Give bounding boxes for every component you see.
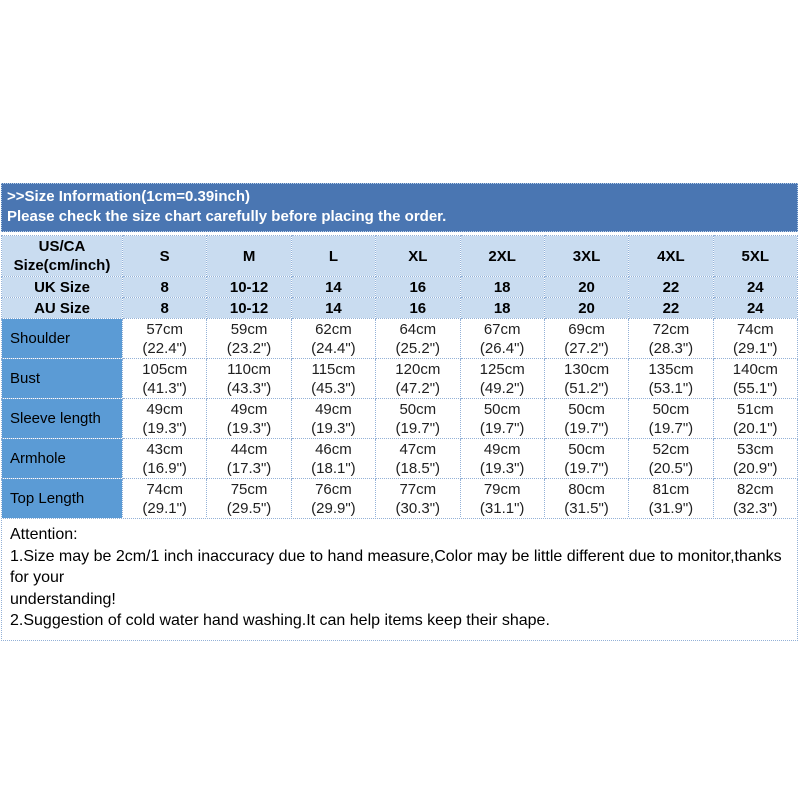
- size-header-s: S: [121, 235, 208, 277]
- attention-line-3: 2.Suggestion of cold water hand washing.…: [10, 612, 550, 629]
- uk-size-value: 10-12: [206, 276, 292, 298]
- au-size-label: AU Size: [1, 297, 123, 319]
- bust-value: 110cm (43.3"): [206, 358, 292, 399]
- uk-size-label: UK Size: [1, 276, 123, 298]
- shoulder-value: 57cm (22.4"): [121, 318, 208, 359]
- uk-size-value: 18: [459, 276, 545, 298]
- armhole-label: Armhole: [1, 438, 123, 479]
- shoulder-value: 59cm (23.2"): [206, 318, 292, 359]
- top-length-value: 82cm (32.3"): [712, 478, 799, 519]
- top-length-value: 77cm (30.3"): [375, 478, 461, 519]
- armhole-value: 50cm (19.7"): [543, 438, 630, 479]
- size-header-xl: XL: [375, 235, 461, 277]
- top-length-value: 80cm (31.5"): [543, 478, 630, 519]
- au-size-value: 24: [712, 297, 799, 319]
- size-header-4xl: 4XL: [628, 235, 714, 277]
- top-length-label: Top Length: [1, 478, 123, 519]
- top-length-value: 76cm (29.9"): [290, 478, 377, 519]
- top-length-row: Top Length 74cm (29.1") 75cm (29.5") 76c…: [1, 478, 799, 519]
- sleeve-length-value: 49cm (19.3"): [121, 398, 208, 439]
- size-info-banner: >>Size Information(1cm=0.39inch) Please …: [1, 183, 798, 232]
- au-size-value: 20: [543, 297, 630, 319]
- bust-value: 130cm (51.2"): [543, 358, 630, 399]
- size-table: US/CA Size(cm/inch) S M L XL 2XL 3XL 4XL…: [1, 235, 799, 519]
- size-header-m: M: [206, 235, 292, 277]
- top-length-value: 79cm (31.1"): [459, 478, 545, 519]
- sleeve-length-value: 50cm (19.7"): [459, 398, 545, 439]
- size-header-3xl: 3XL: [543, 235, 630, 277]
- sleeve-length-label: Sleeve length: [1, 398, 123, 439]
- bust-value: 125cm (49.2"): [459, 358, 545, 399]
- attention-line-1: 1.Size may be 2cm/1 inch inaccuracy due …: [10, 547, 782, 587]
- sleeve-length-value: 51cm (20.1"): [712, 398, 799, 439]
- size-header-5xl: 5XL: [712, 235, 799, 277]
- attention-line-2: understanding!: [10, 590, 116, 608]
- shoulder-label: Shoulder: [1, 318, 123, 359]
- uk-size-value: 24: [712, 276, 799, 298]
- shoulder-value: 69cm (27.2"): [543, 318, 630, 359]
- au-size-value: 10-12: [206, 297, 292, 319]
- bust-label: Bust: [1, 358, 123, 399]
- size-header-row: US/CA Size(cm/inch) S M L XL 2XL 3XL 4XL…: [1, 235, 799, 277]
- au-size-value: 8: [121, 297, 208, 319]
- au-size-value: 16: [375, 297, 461, 319]
- uk-size-value: 8: [121, 276, 208, 298]
- armhole-value: 47cm (18.5"): [375, 438, 461, 479]
- attention-note: Attention: 1.Size may be 2cm/1 inch inac…: [1, 518, 798, 641]
- uk-size-value: 14: [290, 276, 377, 298]
- armhole-value: 43cm (16.9"): [121, 438, 208, 479]
- bust-value: 140cm (55.1"): [712, 358, 799, 399]
- au-size-row: AU Size 8 10-12 14 16 18 20 22 24: [1, 297, 799, 319]
- shoulder-value: 67cm (26.4"): [459, 318, 545, 359]
- attention-title: Attention:: [10, 526, 78, 543]
- armhole-value: 52cm (20.5"): [628, 438, 714, 479]
- top-length-value: 75cm (29.5"): [206, 478, 292, 519]
- bust-row: Bust 105cm (41.3") 110cm (43.3") 115cm (…: [1, 358, 799, 399]
- armhole-row: Armhole 43cm (16.9") 44cm (17.3") 46cm (…: [1, 438, 799, 479]
- bust-value: 135cm (53.1"): [628, 358, 714, 399]
- bust-value: 115cm (45.3"): [290, 358, 377, 399]
- bust-value: 105cm (41.3"): [121, 358, 208, 399]
- armhole-value: 44cm (17.3"): [206, 438, 292, 479]
- size-header-l: L: [290, 235, 377, 277]
- uk-size-value: 20: [543, 276, 630, 298]
- banner-subtitle: Please check the size chart carefully be…: [7, 208, 447, 225]
- uk-size-row: UK Size 8 10-12 14 16 18 20 22 24: [1, 276, 799, 298]
- sleeve-length-value: 49cm (19.3"): [290, 398, 377, 439]
- shoulder-value: 74cm (29.1"): [712, 318, 799, 359]
- uk-size-value: 22: [628, 276, 714, 298]
- sleeve-length-value: 50cm (19.7"): [543, 398, 630, 439]
- armhole-value: 53cm (20.9"): [712, 438, 799, 479]
- sleeve-length-value: 50cm (19.7"): [375, 398, 461, 439]
- au-size-value: 14: [290, 297, 377, 319]
- bust-value: 120cm (47.2"): [375, 358, 461, 399]
- shoulder-value: 72cm (28.3"): [628, 318, 714, 359]
- size-chart: >>Size Information(1cm=0.39inch) Please …: [1, 183, 799, 641]
- shoulder-value: 62cm (24.4"): [290, 318, 377, 359]
- armhole-value: 49cm (19.3"): [459, 438, 545, 479]
- size-header-2xl: 2XL: [459, 235, 545, 277]
- shoulder-row: Shoulder 57cm (22.4") 59cm (23.2") 62cm …: [1, 318, 799, 359]
- top-length-value: 81cm (31.9"): [628, 478, 714, 519]
- sleeve-length-value: 49cm (19.3"): [206, 398, 292, 439]
- uk-size-value: 16: [375, 276, 461, 298]
- corner-cell-us-ca-size: US/CA Size(cm/inch): [1, 235, 123, 277]
- sleeve-length-value: 50cm (19.7"): [628, 398, 714, 439]
- sleeve-length-row: Sleeve length 49cm (19.3") 49cm (19.3") …: [1, 398, 799, 439]
- au-size-value: 18: [459, 297, 545, 319]
- top-length-value: 74cm (29.1"): [121, 478, 208, 519]
- banner-title: >>Size Information(1cm=0.39inch): [7, 188, 250, 205]
- shoulder-value: 64cm (25.2"): [375, 318, 461, 359]
- au-size-value: 22: [628, 297, 714, 319]
- armhole-value: 46cm (18.1"): [290, 438, 377, 479]
